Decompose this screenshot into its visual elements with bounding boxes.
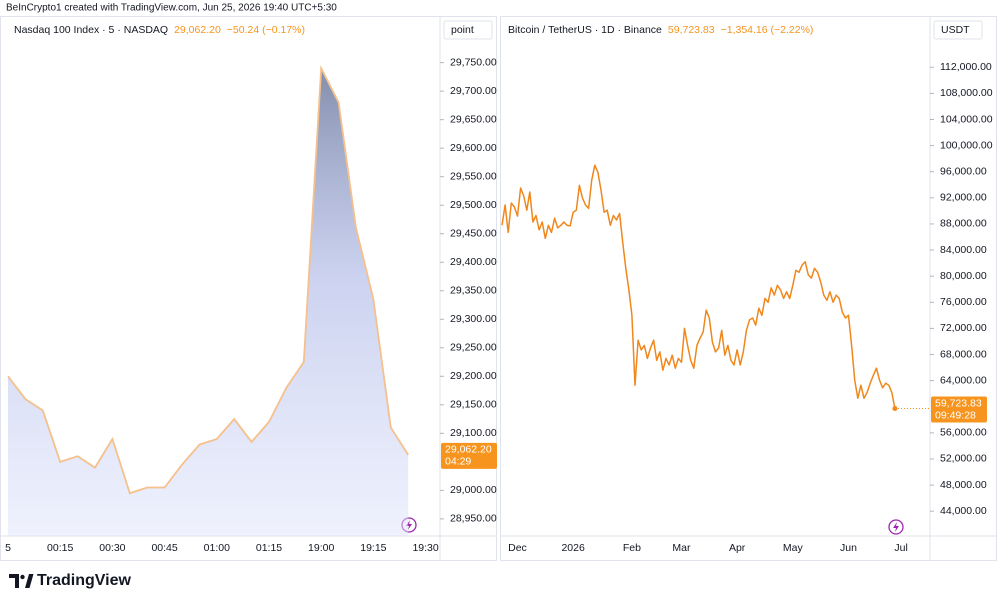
x-tick-label: 5 (5, 542, 11, 554)
y-tick-label: 52,000.00 (940, 453, 987, 465)
y-tick-label: 29,600.00 (450, 142, 497, 154)
x-tick-label: Jun (840, 542, 857, 554)
y-tick-label: 29,300.00 (450, 313, 497, 325)
brand-logo (9, 574, 34, 588)
y-tick-label: 48,000.00 (940, 479, 987, 491)
brand-name: TradingView (37, 572, 132, 589)
y-tick-label: 88,000.00 (940, 218, 987, 230)
y-tick-label: 104,000.00 (940, 113, 993, 125)
y-tick-label: 80,000.00 (940, 270, 987, 282)
unit-label: USDT (941, 24, 970, 36)
y-tick-label: 29,700.00 (450, 85, 497, 97)
x-tick-label: 01:15 (256, 542, 282, 554)
y-tick-label: 29,750.00 (450, 56, 497, 68)
y-tick-label: 28,950.00 (450, 513, 497, 525)
left-pane-frame (0, 16, 497, 561)
chart-title: Bitcoin / TetherUS · 1D · Binance (508, 24, 662, 36)
price-box-value: 59,723.83 (935, 397, 982, 409)
x-tick-label: May (783, 542, 804, 554)
price-box (931, 396, 987, 423)
y-tick-label: 96,000.00 (940, 166, 987, 178)
price-box-countdown: 09:49:28 (935, 409, 976, 421)
x-tick-label: 19:30 (412, 542, 438, 554)
right-pane-frame (500, 16, 997, 561)
x-tick-label: 00:45 (151, 542, 177, 554)
x-tick-label: 19:15 (360, 542, 386, 554)
y-tick-label: 72,000.00 (940, 322, 987, 334)
y-tick-label: 64,000.00 (940, 374, 987, 386)
price-line (501, 164, 896, 409)
x-tick-label: Jul (894, 542, 907, 554)
y-tick-label: 108,000.00 (940, 87, 993, 99)
y-tick-label: 68,000.00 (940, 348, 987, 360)
price-box (441, 442, 497, 469)
y-tick-label: 29,350.00 (450, 285, 497, 297)
page-note: BeInCrypto1 created with TradingView.com… (6, 3, 337, 14)
y-tick-label: 29,650.00 (450, 113, 497, 125)
y-tick-label: 92,000.00 (940, 192, 987, 204)
y-tick-label: 29,500.00 (450, 199, 497, 211)
price-box-value: 29,062.20 (445, 444, 492, 456)
y-tick-label: 29,100.00 (450, 427, 497, 439)
price-change: −1,354.16 (−2.22%) (721, 24, 814, 36)
y-tick-label: 29,450.00 (450, 228, 497, 240)
bolt-icon[interactable] (888, 519, 904, 535)
price-change: −50.24 (−0.17%) (227, 24, 305, 36)
y-tick-label: 29,250.00 (450, 342, 497, 354)
x-tick-label: Apr (729, 542, 746, 554)
y-tick-label: 112,000.00 (940, 61, 992, 73)
x-tick-label: 00:30 (99, 542, 125, 554)
last-price: 29,062.20 (174, 24, 221, 36)
y-tick-label: 100,000.00 (940, 139, 993, 151)
y-tick-label: 44,000.00 (940, 505, 987, 517)
y-tick-label: 76,000.00 (940, 296, 987, 308)
last-price: 59,723.83 (668, 24, 715, 36)
area-fill (8, 68, 409, 537)
y-tick-label: 29,400.00 (450, 256, 497, 268)
last-point (892, 406, 898, 412)
y-tick-label: 29,150.00 (450, 399, 497, 411)
x-tick-label: 01:00 (204, 542, 230, 554)
chart-header: Nasdaq 100 Index · 5 · NASDAQ 29,062.20 −5… (14, 24, 305, 36)
chart-title: Nasdaq 100 Index · 5 · NASDAQ (14, 24, 168, 36)
area-line (7, 64, 409, 495)
unit-box (933, 20, 983, 40)
y-tick-label: 29,000.00 (450, 484, 497, 496)
y-tick-label: 29,200.00 (450, 370, 497, 382)
chart-header: Bitcoin / TetherUS · 1D · Binance 59,723.… (508, 24, 813, 36)
y-tick-label: 84,000.00 (940, 244, 987, 256)
x-tick-label: 2026 (561, 542, 585, 554)
x-tick-label: 19:00 (308, 542, 334, 554)
y-tick-label: 29,550.00 (450, 170, 497, 182)
x-tick-label: Feb (623, 542, 641, 554)
x-tick-label: 00:15 (47, 542, 73, 554)
y-tick-label: 56,000.00 (940, 427, 987, 439)
x-tick-label: Mar (672, 542, 691, 554)
x-tick-label: Dec (508, 542, 527, 554)
price-box-countdown: 04:29 (445, 456, 471, 468)
unit-label: point (451, 24, 474, 36)
unit-box (443, 20, 493, 40)
